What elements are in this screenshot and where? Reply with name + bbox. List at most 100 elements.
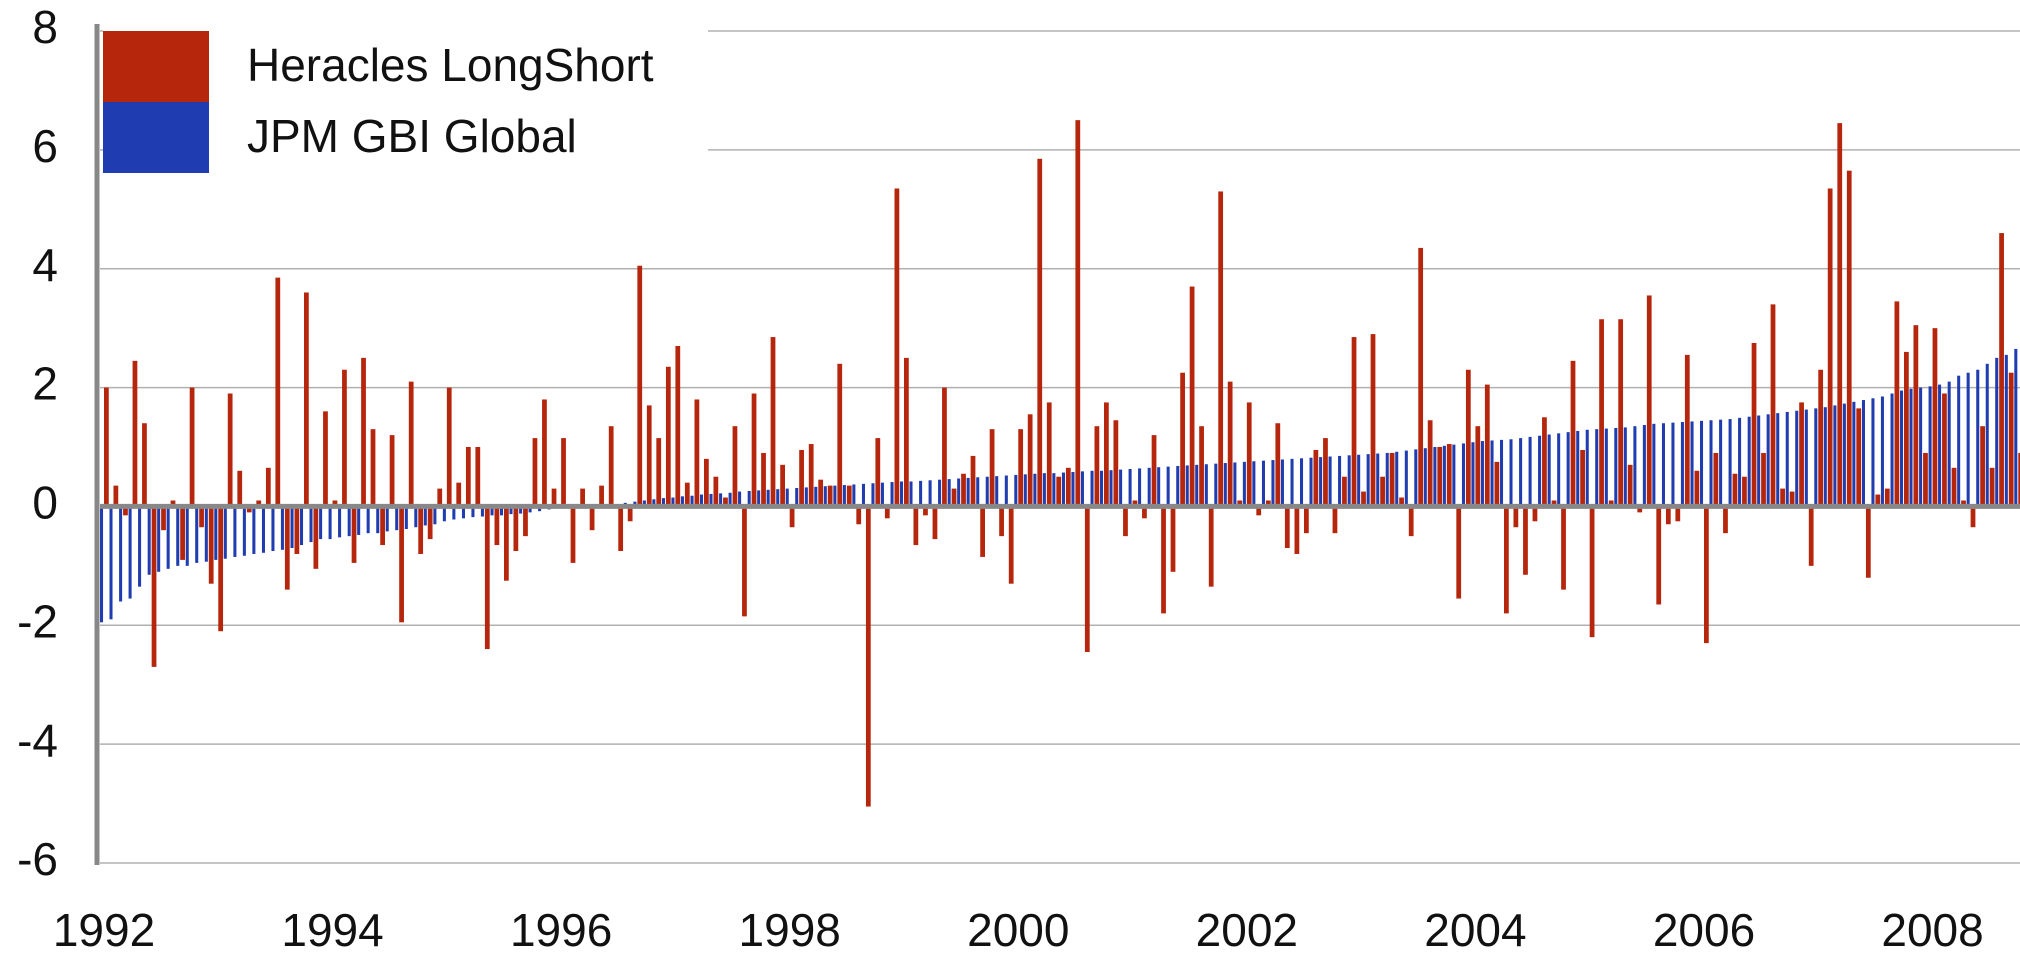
bar xyxy=(742,506,747,617)
bar xyxy=(366,506,370,534)
bar xyxy=(1357,454,1361,507)
bar xyxy=(1323,438,1328,507)
bar xyxy=(2018,452,2020,507)
bar xyxy=(218,506,224,632)
bar xyxy=(913,506,919,546)
bar xyxy=(1585,429,1589,507)
bar xyxy=(833,485,837,507)
bar xyxy=(227,393,233,507)
bar xyxy=(1757,415,1761,507)
bar xyxy=(433,506,437,525)
bar xyxy=(1300,458,1304,507)
bar xyxy=(223,506,227,559)
bar xyxy=(1027,414,1033,507)
bar xyxy=(580,488,585,507)
bar xyxy=(1675,506,1681,522)
bar xyxy=(304,292,309,507)
bar xyxy=(361,357,366,507)
bar xyxy=(437,488,443,507)
bar xyxy=(418,506,424,554)
bar xyxy=(1180,372,1185,507)
bar xyxy=(1166,466,1170,507)
bar xyxy=(1557,433,1561,507)
bar xyxy=(1423,448,1427,507)
bar xyxy=(1528,436,1532,507)
bar xyxy=(599,485,604,507)
bar xyxy=(395,506,399,531)
bar xyxy=(189,387,195,507)
bar xyxy=(1246,402,1252,507)
bar xyxy=(1008,506,1014,584)
bar xyxy=(856,506,862,525)
bar xyxy=(100,506,104,623)
bar xyxy=(119,506,123,602)
bar xyxy=(1275,423,1281,507)
bar xyxy=(1880,396,1884,507)
bar xyxy=(694,399,700,507)
bar xyxy=(1833,405,1837,507)
bar xyxy=(1747,416,1751,507)
bar xyxy=(1256,506,1262,516)
bar xyxy=(256,500,262,507)
bar xyxy=(132,360,138,507)
bar xyxy=(1837,123,1843,507)
bar xyxy=(509,506,513,515)
bar xyxy=(1985,363,1989,507)
bar xyxy=(1309,457,1313,507)
bar xyxy=(157,506,161,572)
bar xyxy=(1113,420,1119,507)
bar xyxy=(1427,420,1433,507)
bar xyxy=(1004,475,1008,507)
bar xyxy=(233,506,237,557)
bar xyxy=(928,480,932,507)
bar xyxy=(1523,506,1528,575)
bar xyxy=(180,506,185,560)
bar xyxy=(652,499,656,507)
bar xyxy=(1694,470,1700,507)
bar xyxy=(932,506,938,540)
bar xyxy=(1351,337,1357,507)
bar xyxy=(823,486,827,507)
bar xyxy=(446,387,452,507)
bar xyxy=(1342,476,1347,507)
bar xyxy=(551,488,557,507)
bar xyxy=(561,438,566,507)
bar xyxy=(1761,452,1766,507)
bar xyxy=(1776,413,1780,507)
bar xyxy=(1442,445,1446,507)
bar xyxy=(970,455,976,507)
bar xyxy=(1080,471,1084,507)
bar xyxy=(404,506,408,530)
bar xyxy=(452,506,456,520)
bar xyxy=(319,506,323,540)
bar xyxy=(138,506,142,587)
bar xyxy=(423,506,427,526)
bar xyxy=(1766,414,1770,507)
bar xyxy=(1633,426,1637,507)
bar xyxy=(109,506,113,620)
bar xyxy=(309,506,313,543)
bar xyxy=(1385,452,1389,507)
bar xyxy=(1504,506,1509,614)
bar xyxy=(1799,402,1804,507)
bar xyxy=(1176,466,1180,507)
bar xyxy=(799,449,804,507)
bar xyxy=(380,506,385,546)
bar xyxy=(1728,419,1732,507)
bar xyxy=(1827,188,1833,507)
bar xyxy=(1623,427,1627,507)
bar xyxy=(214,506,218,560)
bar xyxy=(1818,369,1824,507)
bar xyxy=(1947,381,1951,507)
bar xyxy=(1132,500,1138,507)
bar xyxy=(480,506,484,517)
bar xyxy=(1671,422,1675,507)
bar xyxy=(1046,402,1052,507)
bar xyxy=(1884,488,1890,507)
bar xyxy=(1214,463,1218,507)
bar xyxy=(804,487,808,507)
bar xyxy=(408,381,414,507)
bar xyxy=(1294,506,1300,554)
x-tick-label: 1994 xyxy=(281,904,383,956)
bar xyxy=(465,447,471,507)
